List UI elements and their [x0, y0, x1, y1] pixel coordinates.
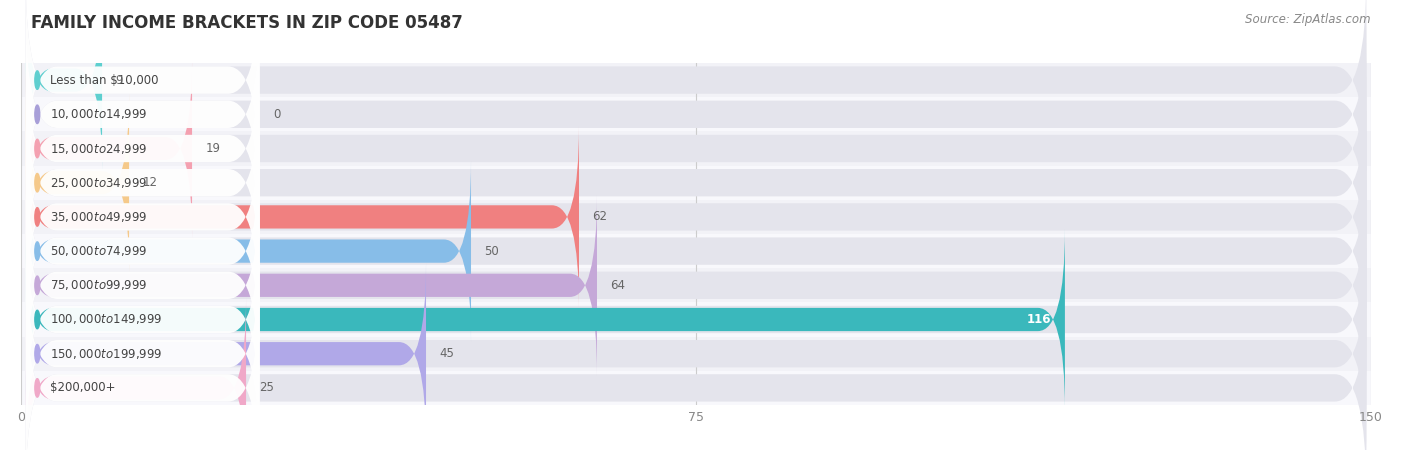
- FancyBboxPatch shape: [25, 8, 260, 220]
- FancyBboxPatch shape: [25, 213, 260, 426]
- FancyBboxPatch shape: [25, 297, 246, 450]
- Circle shape: [35, 71, 39, 90]
- FancyBboxPatch shape: [25, 145, 1367, 357]
- FancyBboxPatch shape: [25, 282, 260, 450]
- FancyBboxPatch shape: [25, 248, 260, 450]
- Text: 116: 116: [1026, 313, 1052, 326]
- Circle shape: [35, 276, 39, 295]
- Bar: [21, 131, 1371, 166]
- Bar: [21, 200, 1371, 234]
- Circle shape: [35, 105, 39, 124]
- Text: 25: 25: [260, 382, 274, 394]
- FancyBboxPatch shape: [25, 179, 1367, 392]
- Text: $35,000 to $49,999: $35,000 to $49,999: [49, 210, 148, 224]
- Circle shape: [35, 310, 39, 329]
- FancyBboxPatch shape: [25, 76, 260, 289]
- FancyBboxPatch shape: [25, 111, 1367, 323]
- FancyBboxPatch shape: [25, 263, 426, 445]
- FancyBboxPatch shape: [25, 0, 260, 186]
- Circle shape: [35, 173, 39, 192]
- Circle shape: [35, 207, 39, 226]
- FancyBboxPatch shape: [25, 126, 579, 308]
- Circle shape: [35, 242, 39, 261]
- Text: $10,000 to $14,999: $10,000 to $14,999: [49, 107, 148, 122]
- Text: $25,000 to $34,999: $25,000 to $34,999: [49, 176, 148, 190]
- Bar: [21, 234, 1371, 268]
- Bar: [21, 97, 1371, 131]
- Bar: [21, 337, 1371, 371]
- Text: 19: 19: [205, 142, 221, 155]
- FancyBboxPatch shape: [25, 194, 598, 376]
- Circle shape: [35, 139, 39, 158]
- Text: 12: 12: [142, 176, 157, 189]
- FancyBboxPatch shape: [25, 248, 1367, 450]
- Text: $150,000 to $199,999: $150,000 to $199,999: [49, 346, 162, 361]
- FancyBboxPatch shape: [25, 179, 260, 392]
- Bar: [21, 166, 1371, 200]
- Bar: [21, 371, 1371, 405]
- Text: $15,000 to $24,999: $15,000 to $24,999: [49, 141, 148, 156]
- FancyBboxPatch shape: [25, 111, 260, 323]
- Text: 0: 0: [273, 108, 280, 121]
- Circle shape: [35, 344, 39, 363]
- FancyBboxPatch shape: [25, 145, 260, 357]
- FancyBboxPatch shape: [25, 229, 1064, 410]
- FancyBboxPatch shape: [25, 42, 260, 255]
- Text: 64: 64: [610, 279, 626, 292]
- Text: Less than $10,000: Less than $10,000: [49, 74, 159, 86]
- FancyBboxPatch shape: [25, 0, 103, 171]
- FancyBboxPatch shape: [25, 8, 1367, 220]
- Text: $100,000 to $149,999: $100,000 to $149,999: [49, 312, 162, 327]
- FancyBboxPatch shape: [25, 58, 193, 239]
- FancyBboxPatch shape: [25, 92, 129, 274]
- FancyBboxPatch shape: [25, 213, 1367, 426]
- FancyBboxPatch shape: [25, 0, 1367, 186]
- Circle shape: [35, 378, 39, 397]
- Text: Source: ZipAtlas.com: Source: ZipAtlas.com: [1246, 14, 1371, 27]
- Bar: [21, 302, 1371, 337]
- FancyBboxPatch shape: [25, 160, 471, 342]
- Text: 62: 62: [592, 211, 607, 223]
- Text: $200,000+: $200,000+: [49, 382, 115, 394]
- FancyBboxPatch shape: [25, 76, 1367, 289]
- Text: $75,000 to $99,999: $75,000 to $99,999: [49, 278, 148, 293]
- Bar: [21, 63, 1371, 97]
- Text: 45: 45: [440, 347, 454, 360]
- Text: 9: 9: [115, 74, 124, 86]
- Text: $50,000 to $74,999: $50,000 to $74,999: [49, 244, 148, 258]
- Text: 50: 50: [485, 245, 499, 257]
- FancyBboxPatch shape: [25, 282, 1367, 450]
- FancyBboxPatch shape: [25, 42, 1367, 255]
- Text: FAMILY INCOME BRACKETS IN ZIP CODE 05487: FAMILY INCOME BRACKETS IN ZIP CODE 05487: [31, 14, 463, 32]
- Bar: [21, 268, 1371, 302]
